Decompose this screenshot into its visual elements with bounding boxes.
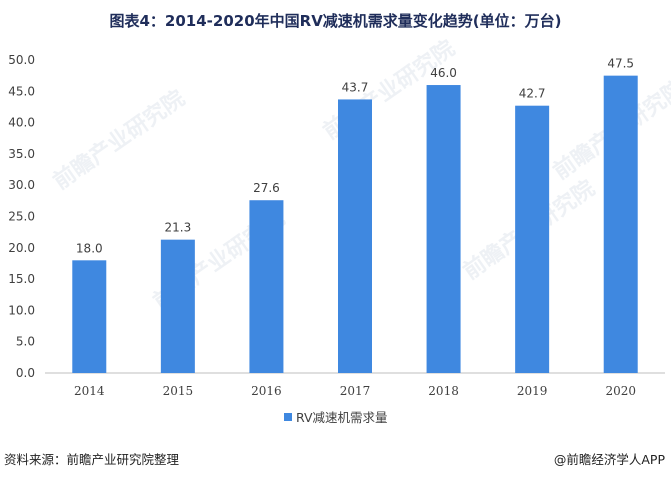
y-tick-label: 35.0 — [8, 147, 35, 161]
y-tick-label: 15.0 — [8, 272, 35, 286]
bar-2019 — [515, 105, 550, 373]
y-tick-label: 10.0 — [8, 303, 35, 317]
y-tick-label: 30.0 — [8, 178, 35, 192]
data-label-2016: 27.6 — [253, 181, 280, 195]
bar-2020 — [603, 75, 638, 374]
bar-2014 — [72, 260, 107, 373]
x-tick-label-2019: 2019 — [517, 384, 548, 398]
bar-chart: 前瞻产业研究院前瞻产业研究院前瞻产业研究院前瞻产业研究院前瞻产业研究院 0.05… — [8, 35, 671, 425]
x-tick-label-2015: 2015 — [163, 384, 194, 398]
bar-2017 — [338, 99, 372, 374]
source-note: 资料来源：前瞻产业研究院整理 — [4, 452, 180, 467]
chart-title: 图表4：2014-2020年中国RV减速机需求量变化趋势(单位：万台) — [109, 12, 562, 30]
y-tick-label: 40.0 — [8, 116, 35, 130]
data-label-2018: 46.0 — [430, 66, 457, 80]
legend-label: RV减速机需求量 — [296, 410, 388, 425]
y-tick-label: 20.0 — [8, 241, 35, 255]
data-label-2015: 21.3 — [164, 221, 191, 235]
y-axis: 0.0 5.0 10.0 15.0 20.0 25.0 30.0 35.0 40.0 45.0 50… — [8, 53, 35, 380]
legend-swatch — [284, 413, 292, 421]
watermark-text: 前瞻产业研究院 — [49, 85, 190, 195]
y-tick-label: 45.0 — [8, 84, 35, 98]
x-axis: 2014 2015 2016 2017 2018 2019 2020 — [45, 372, 665, 398]
bar-2016 — [249, 200, 284, 373]
y-tick-label: 50.0 — [8, 53, 35, 67]
y-tick-label: 0.0 — [16, 366, 35, 380]
data-label-2020: 47.5 — [607, 57, 634, 71]
data-label-2014: 18.0 — [76, 241, 103, 255]
x-tick-label-2017: 2017 — [340, 384, 371, 398]
bars-group: 18.0 21.3 27.6 43.7 46.0 42.7 47.5 — [72, 57, 638, 374]
credit-note: @前瞻经济学人APP — [553, 452, 665, 467]
y-tick-label: 5.0 — [16, 335, 35, 349]
legend: RV减速机需求量 — [284, 410, 388, 425]
x-tick-label-2016: 2016 — [251, 384, 282, 398]
x-tick-label-2020: 2020 — [605, 384, 636, 398]
data-label-2017: 43.7 — [342, 80, 369, 94]
bar-2018 — [426, 85, 461, 373]
y-tick-label: 25.0 — [8, 210, 35, 224]
data-label-2019: 42.7 — [519, 87, 546, 101]
x-tick-label-2018: 2018 — [428, 384, 459, 398]
bar-2015 — [160, 239, 195, 373]
x-tick-label-2014: 2014 — [74, 384, 105, 398]
